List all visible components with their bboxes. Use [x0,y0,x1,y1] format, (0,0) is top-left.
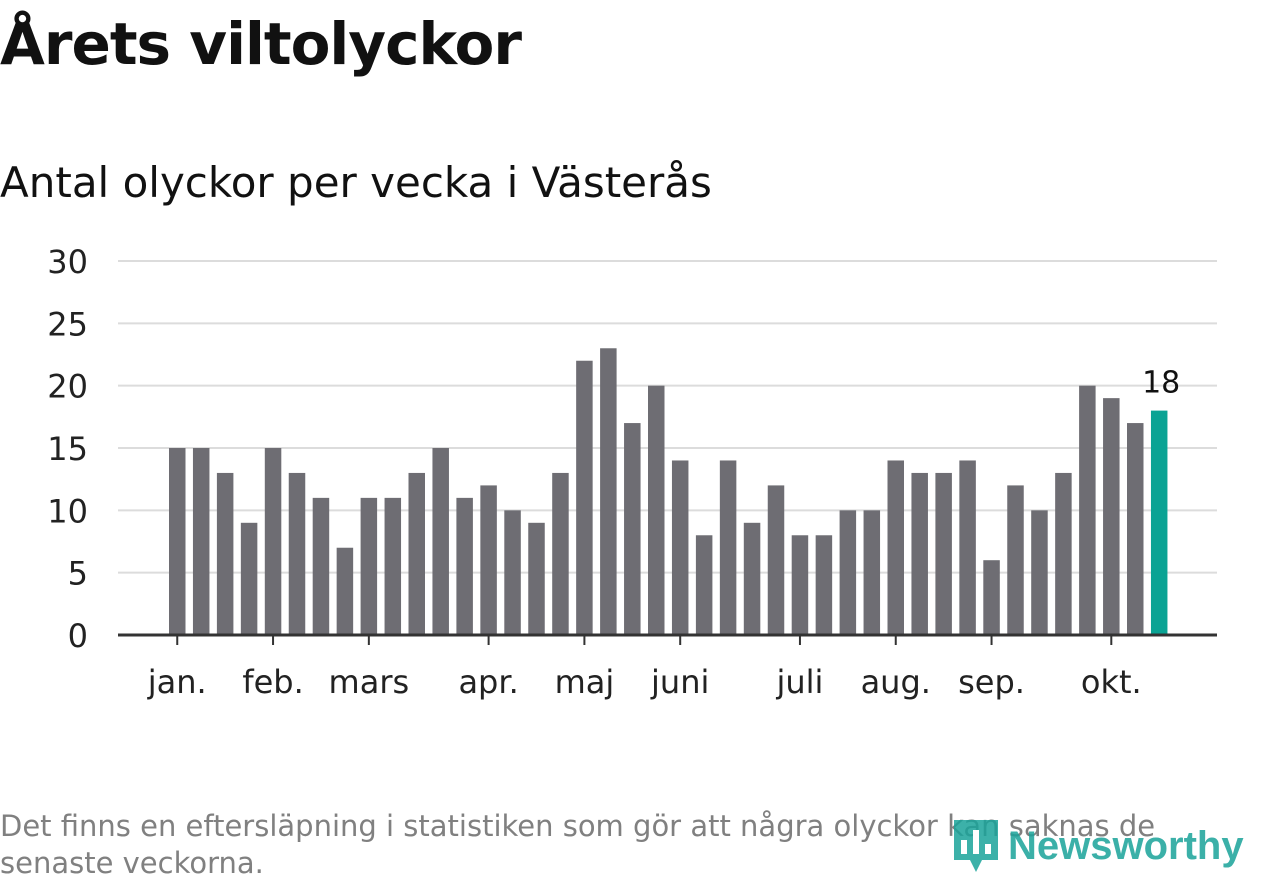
x-tick-label: maj [555,663,615,701]
bar-chart: 0 5 10 15 20 25 30 jan. feb. mars apr. maj juni juli… [47,243,1217,701]
bar [1103,398,1120,635]
bar [192,448,210,635]
chart-subtitle: Antal olyckor per vecka i Västerås [0,158,712,207]
bar [911,472,928,635]
newsworthy-logo: Newsworthy [950,816,1244,876]
x-tick-label: juni [650,663,709,701]
bar [216,472,234,635]
y-tick-label: 30 [47,243,88,281]
y-tick-label: 15 [47,430,88,468]
data-label-latest: 18 [1142,366,1180,401]
bar [887,460,904,635]
bar [1031,510,1048,635]
bar [432,448,449,635]
bar [408,472,425,635]
bar [863,510,881,635]
bar [1007,485,1024,635]
bar [959,460,976,635]
y-tick-label: 10 [47,492,88,530]
y-tick-label: 20 [47,368,88,406]
bar [576,360,593,635]
x-tick-label: juli [775,663,823,701]
bar [743,522,761,635]
x-tick-label: sep. [958,663,1025,701]
bar [1079,385,1096,635]
bar [719,460,737,635]
bar [600,348,617,635]
data-labels: 18 [1142,366,1180,401]
bar [336,547,354,635]
bar [360,497,378,635]
bar [935,472,952,635]
y-tick-label: 5 [68,555,88,593]
y-axis-tick-labels: 0 5 10 15 20 25 30 [47,243,88,655]
bar [480,485,497,635]
bars [169,348,1168,635]
bar [767,485,785,635]
y-tick-label: 0 [68,617,88,655]
bar [983,560,1000,635]
y-tick-label: 25 [47,305,88,343]
x-tick-label: mars [329,663,410,701]
chart-title: Årets viltolyckor [0,10,522,78]
bar [815,535,833,635]
bar [839,510,857,635]
bar [1127,423,1144,635]
bar [791,535,809,635]
x-tick-label: apr. [458,663,518,701]
bar [169,448,186,635]
bar [312,497,330,635]
bar [264,448,282,635]
x-tick-label: aug. [861,663,931,701]
bar-highlight [1150,410,1168,635]
bar-chart-pin-icon [954,820,998,872]
bar [456,497,473,635]
x-tick-label: okt. [1081,663,1142,701]
x-tick-label: jan. [147,663,207,701]
bar [1055,472,1072,635]
bar [288,472,306,635]
bar [240,522,258,635]
bar [504,510,521,635]
bar [695,535,713,635]
bar [552,472,569,635]
bar [624,423,641,635]
bar [671,460,689,635]
bar [528,522,545,635]
x-tick-label: feb. [242,663,303,701]
x-axis-tick-labels: jan. feb. mars apr. maj juni juli aug. sep. okt. [147,635,1142,701]
brand-name: Newsworthy [1008,823,1244,868]
gridlines [118,260,1217,574]
bar [384,497,402,635]
bar [648,385,665,635]
